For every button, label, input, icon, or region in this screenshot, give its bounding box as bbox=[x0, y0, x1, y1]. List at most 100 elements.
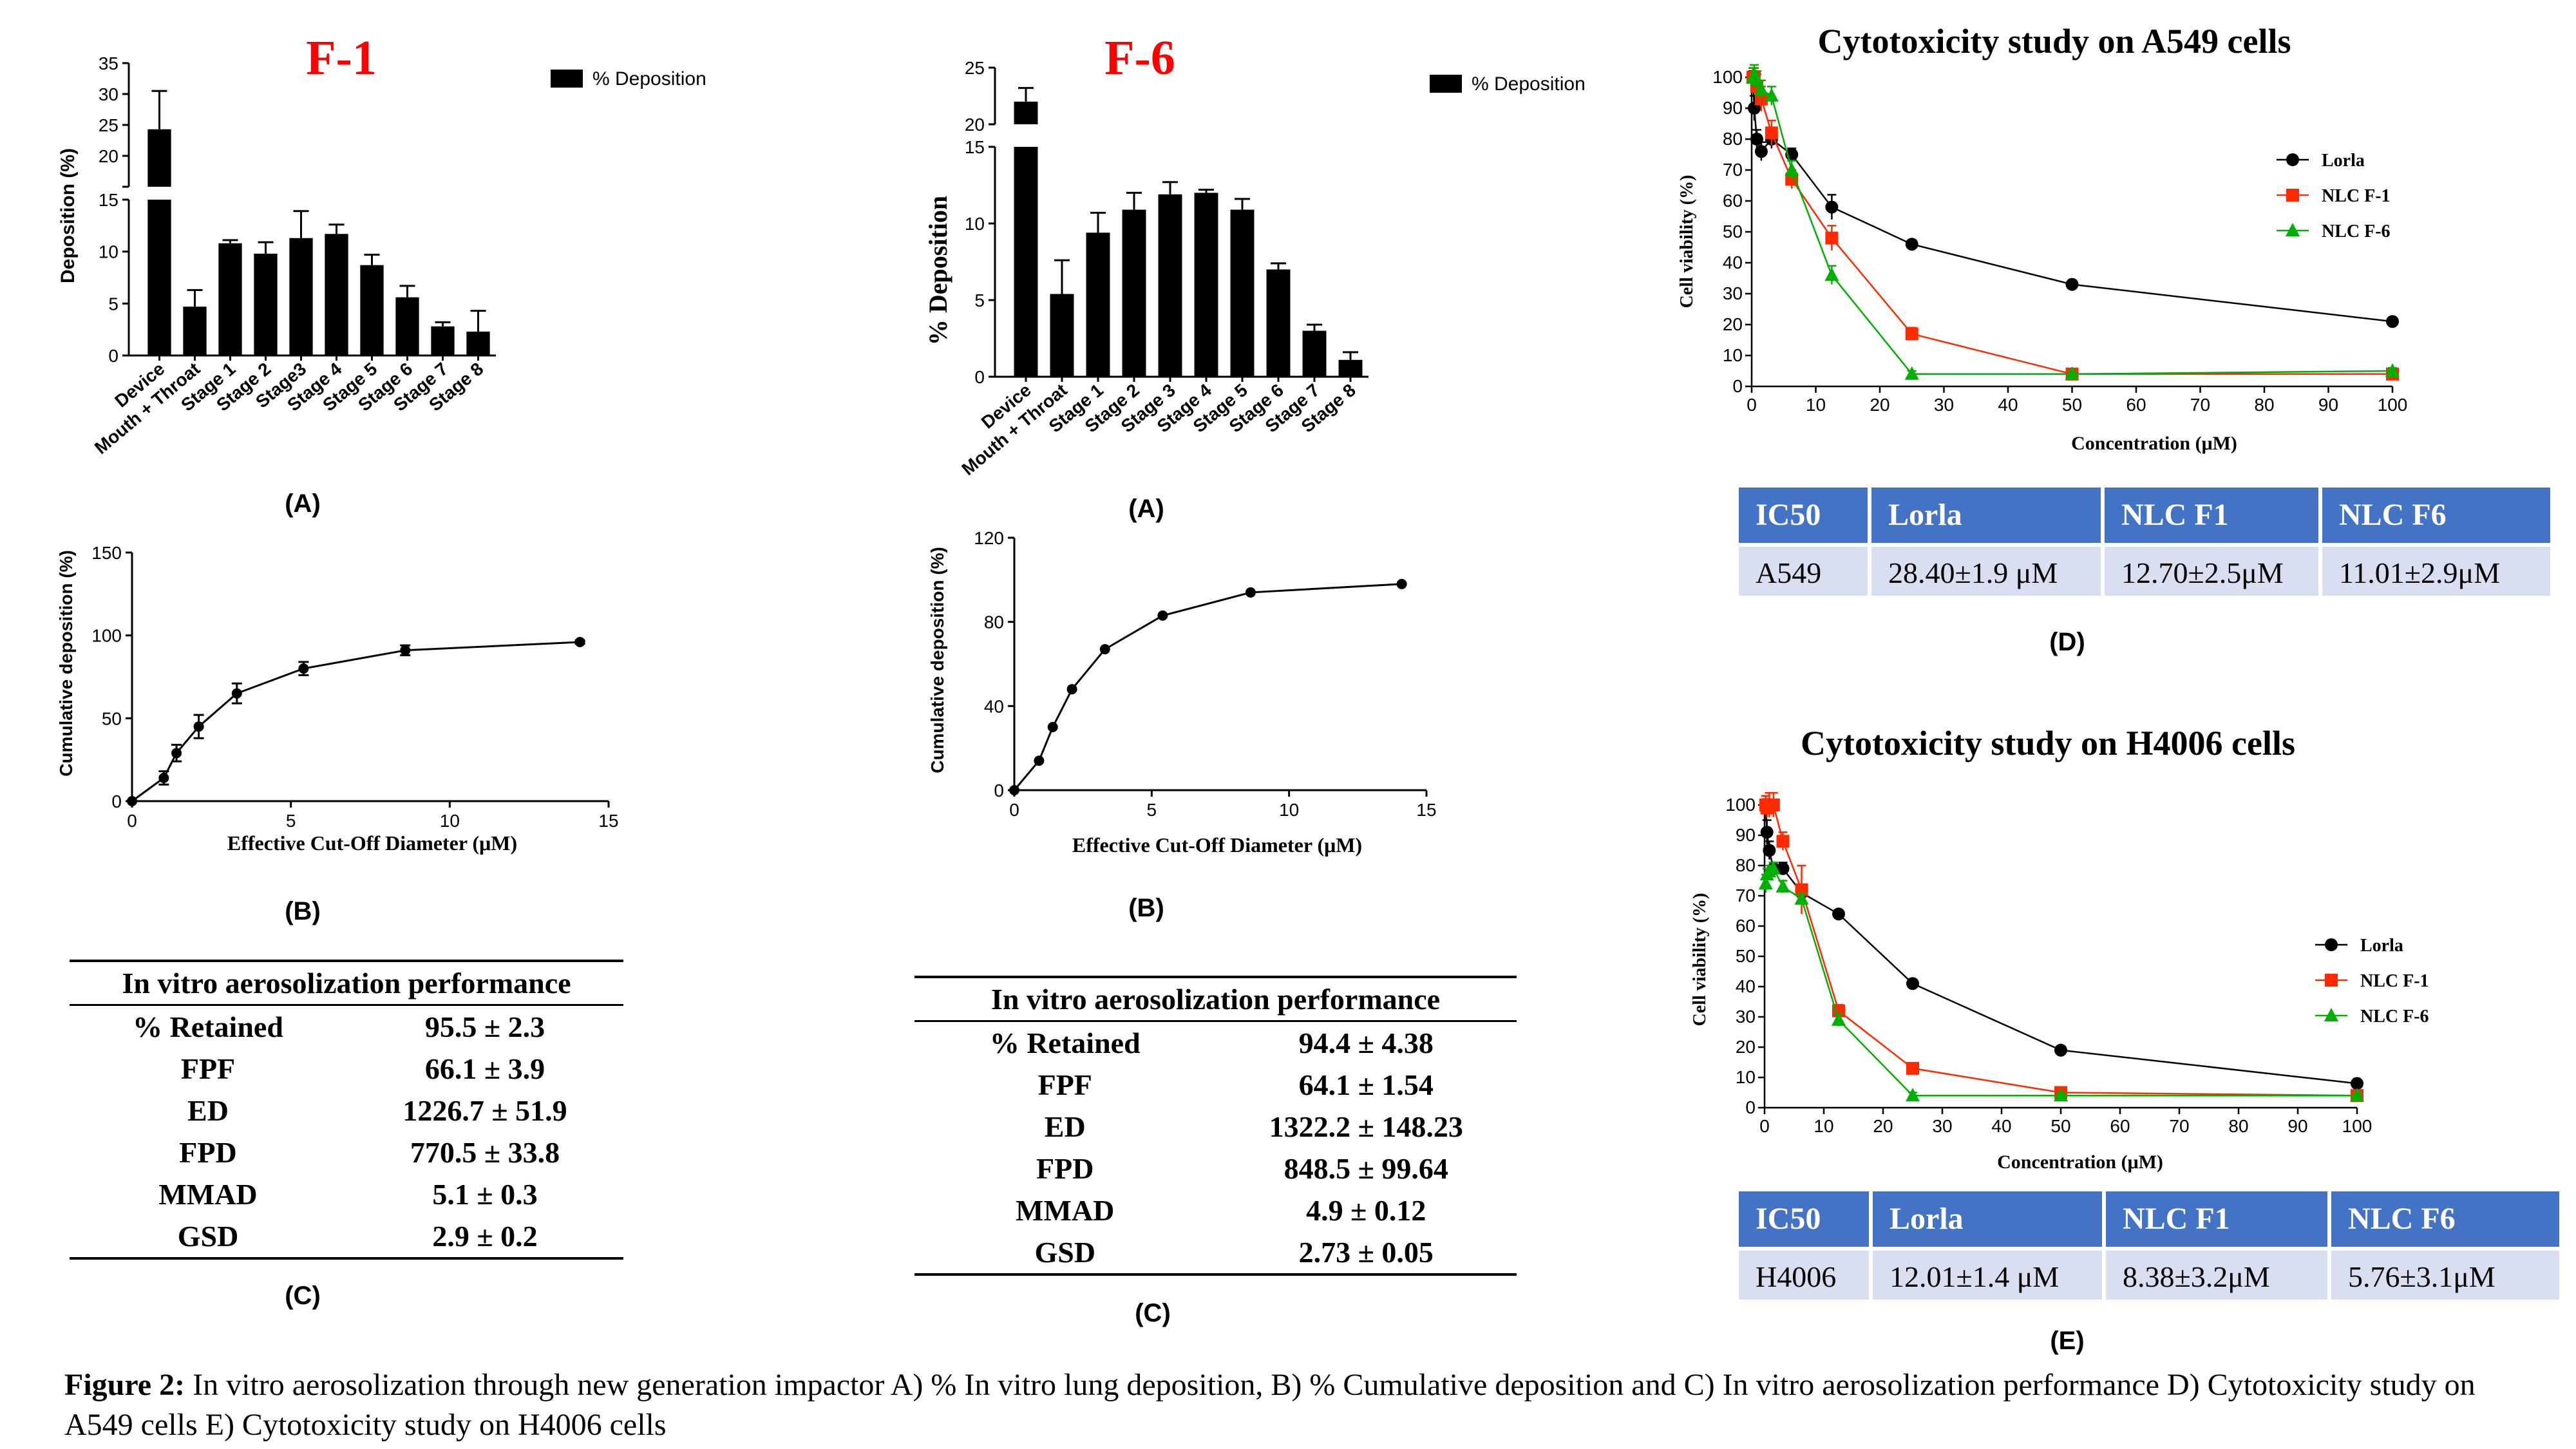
bar bbox=[1122, 209, 1146, 377]
metric-name: MMAD bbox=[158, 1178, 258, 1211]
x-tick-label: 100 bbox=[2378, 395, 2408, 415]
data-point bbox=[1794, 891, 1809, 905]
metric-name: FPF bbox=[1037, 1068, 1092, 1101]
table-bottom-rule bbox=[914, 1273, 1517, 1276]
metric-value: 1226.7 ± 51.9 bbox=[402, 1094, 567, 1127]
y-tick-label: 50 bbox=[1736, 946, 1756, 966]
ic50-header-cell: Lorla bbox=[1871, 488, 2105, 543]
bar bbox=[1302, 330, 1327, 377]
y-tick-label: 100 bbox=[91, 626, 122, 646]
y-tick-label: 15 bbox=[965, 137, 985, 157]
ic50-header-row: IC50 Lorla NLC F1 NLC F6 bbox=[1739, 1191, 2563, 1247]
x-tick-label: 100 bbox=[2342, 1116, 2372, 1136]
metric-value: 4.9 ± 0.12 bbox=[1306, 1194, 1426, 1227]
f6-cumulative-deposition-chart: Cumulative deposition (%) Effective Cut-… bbox=[927, 528, 1437, 857]
data-point bbox=[1904, 366, 1919, 380]
bar bbox=[1266, 269, 1291, 377]
ic50-data-row: A549 28.40±1.9 μM 12.70±2.5μM 11.01±2.9μ… bbox=[1739, 543, 2554, 596]
f6cum-ylabel: Cumulative deposition (%) bbox=[927, 547, 947, 773]
ic50-header-cell: NLC F6 bbox=[2322, 488, 2554, 543]
y-tick-label: 0 bbox=[1745, 1097, 1756, 1117]
ic50-data-row: H4006 12.01±1.4 μM 8.38±3.2μM 5.76±3.1μM bbox=[1739, 1247, 2563, 1300]
ic50-data-cell: 8.38±3.2μM bbox=[2106, 1247, 2331, 1300]
x-tick-label: 0 bbox=[127, 811, 137, 831]
legend-label: % Deposition bbox=[1472, 73, 1586, 95]
data-point bbox=[1785, 162, 1799, 176]
series-line bbox=[1752, 76, 2392, 375]
x-tick-label: 0 bbox=[1747, 395, 1757, 415]
data-point bbox=[1034, 755, 1045, 766]
data-point bbox=[1776, 835, 1790, 848]
a549-title: Cytotoxicity study on A549 cells bbox=[1818, 22, 2291, 61]
legend-marker bbox=[2325, 938, 2338, 951]
legend-marker bbox=[2325, 974, 2338, 987]
data-point bbox=[1066, 684, 1077, 695]
h4006-ylabel: Cell viability (%) bbox=[1690, 893, 1710, 1027]
x-tick-label: 60 bbox=[2126, 395, 2146, 415]
x-tick-label: 20 bbox=[1873, 1116, 1893, 1136]
ic50-data-cell: 12.01±1.4 μM bbox=[1873, 1247, 2106, 1300]
y-tick-label: 70 bbox=[1723, 160, 1743, 180]
x-tick-label: 0 bbox=[1759, 1116, 1770, 1136]
x-tick-label: 70 bbox=[2190, 395, 2210, 415]
figure-caption: Figure 2: In vitro aerosolization throug… bbox=[64, 1365, 2524, 1445]
ic50-data-cell: 11.01±2.9μM bbox=[2322, 543, 2554, 596]
y-tick-label: 10 bbox=[99, 242, 118, 262]
bar bbox=[183, 307, 207, 355]
data-point bbox=[158, 772, 169, 783]
data-point bbox=[2065, 366, 2079, 380]
h4006-ic50-table: IC50 Lorla NLC F1 NLC F6 H4006 12.01±1.4… bbox=[1739, 1191, 2563, 1300]
y-tick-label: 15 bbox=[99, 190, 118, 210]
bar bbox=[1338, 359, 1363, 377]
x-tick-label: 50 bbox=[2050, 1116, 2070, 1136]
y-tick-label: 50 bbox=[102, 708, 122, 728]
metric-name: GSD bbox=[177, 1220, 239, 1253]
data-point bbox=[1776, 862, 1790, 875]
bar bbox=[360, 265, 384, 355]
data-point bbox=[2385, 363, 2400, 377]
y-tick-label: 80 bbox=[1723, 129, 1743, 149]
legend-label: Lorla bbox=[2322, 151, 2365, 171]
ic50-header-cell: NLC F1 bbox=[2106, 1191, 2331, 1247]
x-tick-label: 50 bbox=[2062, 395, 2082, 415]
y-tick-label: 0 bbox=[108, 346, 118, 366]
data-point bbox=[1905, 238, 1918, 251]
x-tick-label: 5 bbox=[286, 811, 296, 831]
data-point bbox=[1832, 907, 1845, 921]
f6cum-xlabel: Effective Cut-Off Diameter (μM) bbox=[1072, 833, 1362, 857]
data-point bbox=[1047, 722, 1058, 732]
bar-top bbox=[147, 129, 171, 187]
data-point bbox=[1396, 578, 1407, 589]
ic50-data-cell: A549 bbox=[1739, 543, 1871, 596]
data-point bbox=[298, 663, 309, 674]
data-point bbox=[1824, 267, 1839, 281]
metric-name: ED bbox=[1044, 1110, 1086, 1143]
f1-panel-label-c: (C) bbox=[285, 1282, 321, 1310]
y-tick-label: 5 bbox=[108, 294, 118, 314]
ic50-header-row: IC50 Lorla NLC F1 NLC F6 bbox=[1739, 488, 2554, 543]
table-title: In vitro aerosolization performance bbox=[990, 983, 1441, 1016]
x-tick-label: 30 bbox=[1934, 395, 1954, 415]
bar bbox=[1086, 232, 1110, 377]
y-tick-label: 60 bbox=[1723, 191, 1743, 211]
y-tick-label: 150 bbox=[91, 543, 122, 563]
data-point bbox=[1764, 88, 1779, 102]
x-tick-label: 15 bbox=[1416, 800, 1436, 820]
f1-ylabel: Deposition (%) bbox=[57, 148, 79, 283]
metric-value: 848.5 ± 99.64 bbox=[1283, 1152, 1448, 1185]
data-point bbox=[1832, 1012, 1846, 1026]
h4006-cytotoxicity-chart: Cytotoxicity study on H4006 cells Cell v… bbox=[1690, 724, 2429, 1173]
metric-value: 770.5 ± 33.8 bbox=[410, 1136, 560, 1169]
data-point bbox=[2054, 1043, 2067, 1057]
y-tick-label: 5 bbox=[974, 290, 985, 310]
y-tick-label: 20 bbox=[965, 115, 985, 135]
metric-value: 5.1 ± 0.3 bbox=[432, 1178, 538, 1211]
y-tick-label: 25 bbox=[965, 58, 985, 78]
metric-value: 1322.2 ± 148.23 bbox=[1269, 1110, 1463, 1143]
metric-name: FPD bbox=[1036, 1152, 1094, 1185]
legend-swatch bbox=[551, 70, 583, 88]
series-line bbox=[1765, 867, 2357, 1097]
data-point bbox=[1749, 72, 1764, 86]
y-tick-label: 10 bbox=[965, 214, 985, 234]
